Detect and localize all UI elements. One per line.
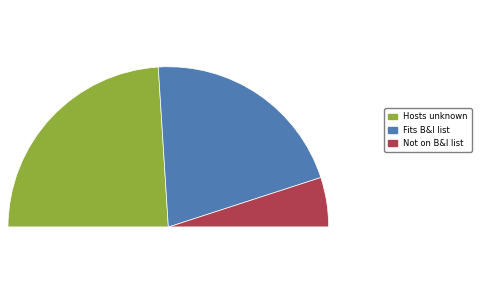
Wedge shape — [168, 177, 328, 227]
Wedge shape — [8, 67, 168, 227]
Wedge shape — [158, 67, 320, 227]
Legend: Hosts unknown, Fits B&I list, Not on B&I list: Hosts unknown, Fits B&I list, Not on B&I… — [384, 108, 471, 152]
Wedge shape — [8, 227, 328, 289]
